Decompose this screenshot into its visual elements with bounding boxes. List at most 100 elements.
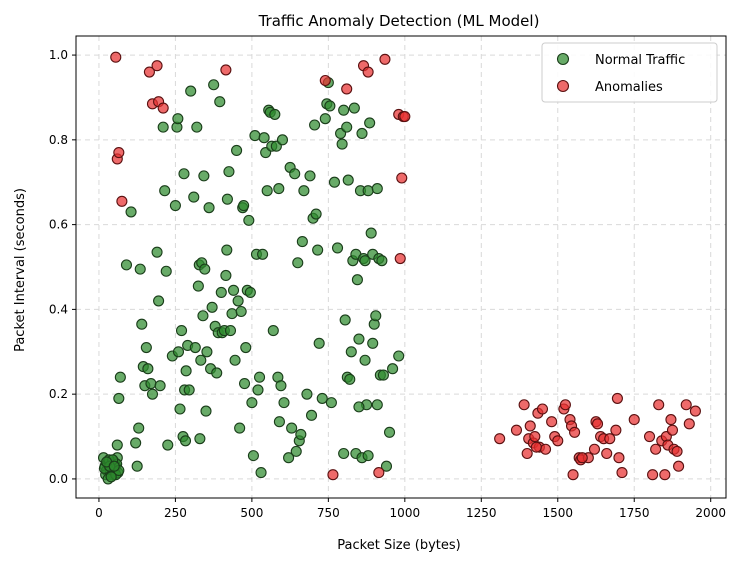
normal-traffic-point <box>393 350 405 362</box>
normal-traffic-point <box>376 255 388 267</box>
normal-traffic-point <box>278 397 290 409</box>
normal-traffic-point <box>290 445 302 457</box>
x-tick-label: 1500 <box>542 506 573 520</box>
normal-traffic-point <box>380 460 393 472</box>
data-points <box>97 51 701 485</box>
anomaly-point <box>552 435 564 447</box>
normal-traffic-point <box>188 191 200 203</box>
normal-traffic-point <box>364 117 376 129</box>
normal-traffic-point <box>298 185 310 197</box>
anomaly-point <box>576 452 588 464</box>
x-tick-label: 0 <box>95 506 103 520</box>
normal-traffic-point <box>252 384 264 396</box>
normal-traffic-point <box>342 174 354 186</box>
normal-traffic-point <box>383 426 396 438</box>
x-tick-label: 750 <box>317 506 340 520</box>
normal-traffic-point <box>238 378 251 390</box>
normal-traffic-point <box>353 401 365 413</box>
anomaly-point <box>151 60 163 72</box>
normal-traffic-point <box>174 403 186 415</box>
normal-traffic-point <box>234 422 246 434</box>
normal-traffic-point <box>229 354 241 366</box>
normal-traffic-point <box>145 378 157 390</box>
normal-traffic-point <box>111 439 123 451</box>
anomaly-point <box>604 433 616 445</box>
anomaly-point <box>650 443 662 455</box>
anomaly-point <box>628 414 640 426</box>
legend-marker-normal <box>556 52 570 66</box>
normal-traffic-point <box>345 346 357 358</box>
anomaly-point <box>521 447 533 460</box>
normal-traffic-point <box>362 185 374 197</box>
anomaly-point <box>524 420 536 432</box>
normal-traffic-point <box>371 399 383 411</box>
x-axis-ticks: 0 250 500 750 1000 1250 1500 1750 2000 <box>95 498 726 520</box>
normal-traffic-point <box>157 121 169 133</box>
legend-label-anomalies: Anomalies <box>595 80 663 95</box>
normal-traffic-point <box>223 166 235 178</box>
anomaly-point <box>327 469 339 481</box>
anomaly-point <box>539 443 552 455</box>
anomaly-point <box>536 403 549 415</box>
normal-traffic-point <box>206 301 218 313</box>
normal-traffic-point <box>160 265 172 277</box>
y-tick-label: 0.0 <box>49 472 68 486</box>
normal-traffic-point <box>359 255 371 267</box>
normal-traffic-point <box>105 471 117 483</box>
normal-traffic-point <box>275 380 287 392</box>
normal-traffic-point <box>283 452 295 464</box>
normal-traffic-point <box>348 102 360 114</box>
normal-traffic-point <box>289 168 301 180</box>
normal-traffic-point <box>221 193 233 205</box>
anomaly-point <box>373 467 385 479</box>
normal-traffic-point <box>273 183 285 195</box>
normal-traffic-point <box>316 392 328 404</box>
normal-traffic-point <box>365 227 377 239</box>
x-tick-label: 250 <box>164 506 187 520</box>
normal-traffic-point <box>197 310 209 322</box>
normal-traffic-point <box>220 269 232 282</box>
normal-traffic-point <box>325 397 337 409</box>
anomaly-point <box>610 424 622 436</box>
normal-traffic-point <box>253 371 266 383</box>
normal-traffic-point <box>108 460 120 472</box>
normal-traffic-point <box>267 325 279 337</box>
normal-traffic-point <box>162 439 174 451</box>
normal-traffic-point <box>201 346 213 358</box>
anomaly-point <box>518 399 530 411</box>
anomaly-point <box>157 102 169 114</box>
normal-traffic-point <box>258 132 270 144</box>
anomaly-point <box>611 392 623 404</box>
anomaly-point <box>362 66 374 78</box>
normal-traffic-point <box>125 206 137 218</box>
normal-traffic-point <box>231 144 243 156</box>
anomaly-point <box>643 430 656 443</box>
anomaly-point <box>616 467 628 479</box>
normal-traffic-point <box>313 337 325 349</box>
y-tick-label: 0.6 <box>49 218 68 232</box>
chart-title: Traffic Anomaly Detection (ML Model) <box>258 12 540 30</box>
normal-traffic-point <box>179 435 192 447</box>
x-tick-label: 1000 <box>390 506 421 520</box>
normal-traffic-point <box>247 450 259 462</box>
normal-traffic-point <box>276 134 289 146</box>
normal-traffic-point <box>211 367 223 379</box>
normal-traffic-point <box>151 246 163 258</box>
y-tick-label: 0.8 <box>49 133 68 147</box>
normal-traffic-point <box>240 341 252 354</box>
normal-traffic-point <box>189 341 201 354</box>
x-tick-label: 1250 <box>466 506 497 520</box>
normal-traffic-point <box>310 208 322 220</box>
anomaly-point <box>588 443 601 455</box>
normal-traffic-point <box>235 305 247 318</box>
normal-traffic-point <box>136 318 148 330</box>
normal-traffic-point <box>319 113 331 125</box>
normal-traffic-point <box>192 280 204 292</box>
normal-traffic-point <box>286 422 298 434</box>
anomaly-point <box>530 441 542 453</box>
normal-traffic-point <box>257 248 269 260</box>
normal-traffic-point <box>172 113 184 125</box>
normal-traffic-point <box>114 371 126 383</box>
normal-traffic-point <box>243 214 255 226</box>
normal-traffic-point <box>341 121 353 133</box>
